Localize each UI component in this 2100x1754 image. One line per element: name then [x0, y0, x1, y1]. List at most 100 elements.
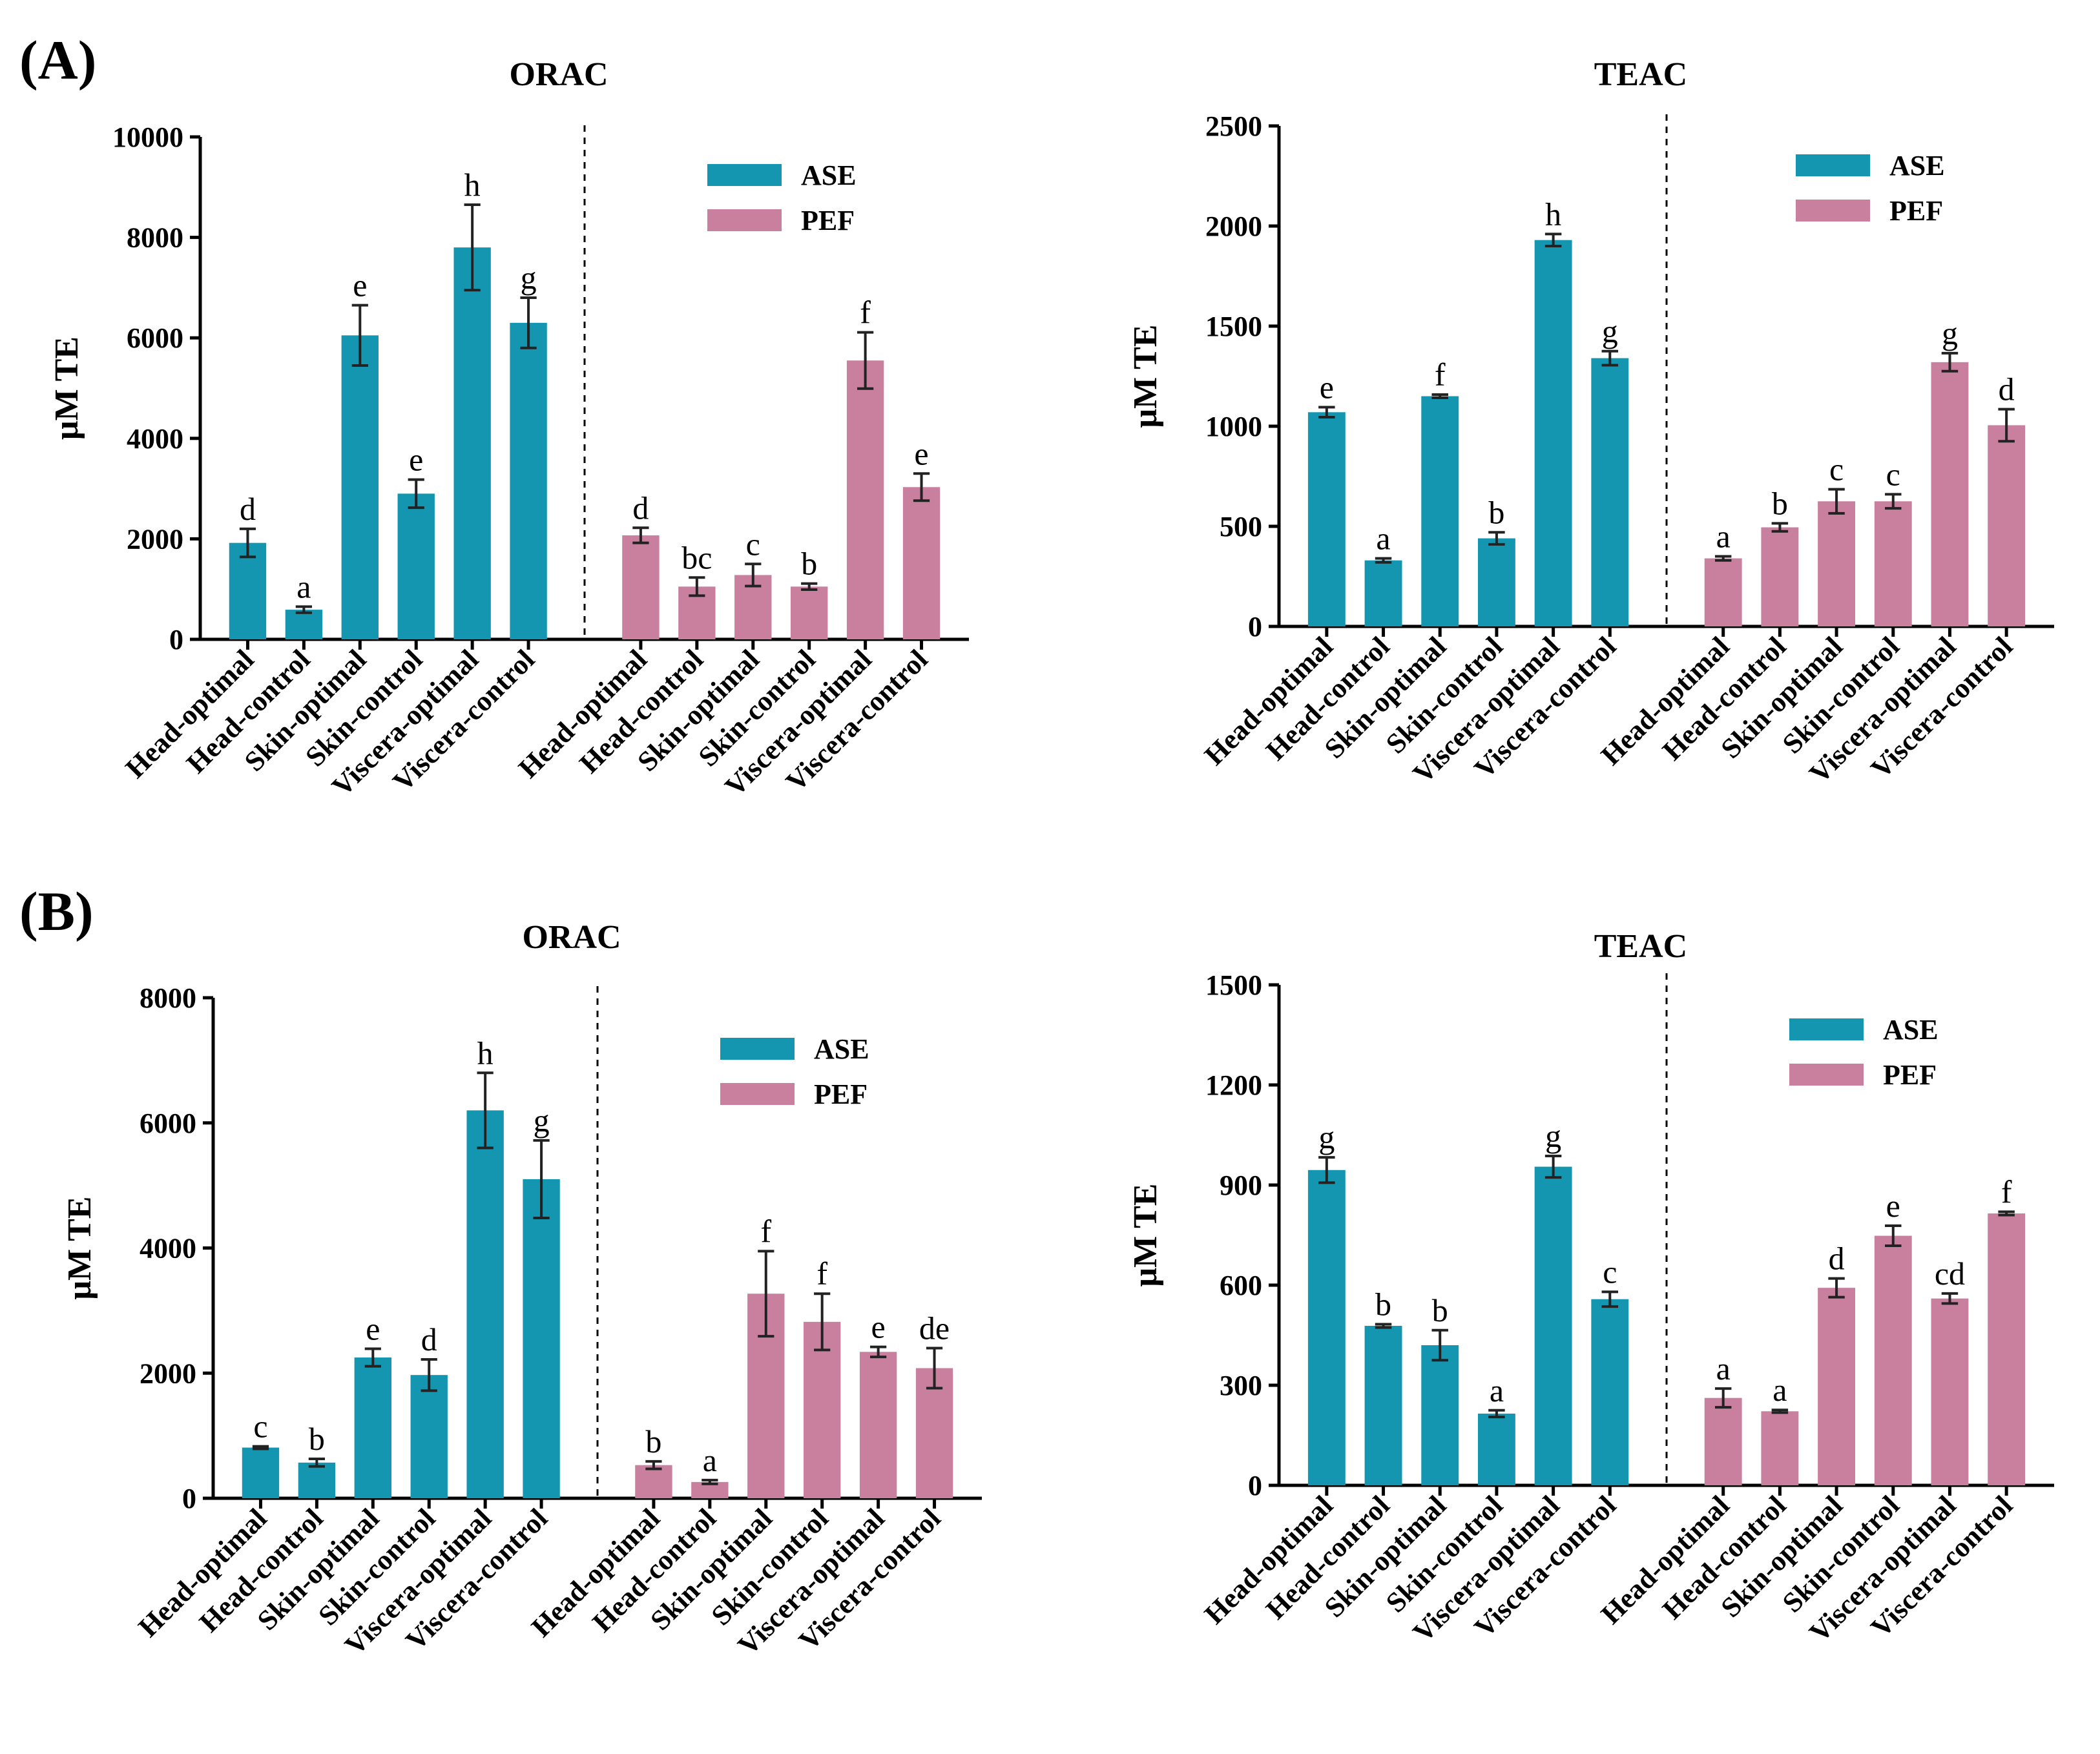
legend-swatch-pef	[1789, 1064, 1864, 1086]
y-tick-label: 300	[1220, 1370, 1262, 1401]
y-tick-label: 6000	[140, 1108, 196, 1139]
significance-letter: b	[1488, 494, 1504, 530]
y-tick-label: 0	[169, 624, 183, 655]
significance-letter: d	[1999, 371, 2015, 408]
bar-ase-skin-control	[1477, 1413, 1515, 1485]
bar-pef-viscera-optimal	[1931, 362, 1969, 626]
legend-label-pef: PEF	[814, 1078, 868, 1110]
bar-pef-head-optimal	[622, 535, 660, 639]
legend-label-pef: PEF	[1883, 1059, 1937, 1091]
bar-ase-head-control	[1364, 560, 1402, 626]
bar-ase-skin-control	[410, 1375, 448, 1498]
bar-ase-skin-optimal	[341, 335, 379, 639]
significance-letter: b	[1772, 485, 1788, 521]
significance-letter: d	[421, 1321, 437, 1357]
panel-label-b: (B)	[19, 880, 94, 942]
chart-title: ORAC	[509, 56, 608, 93]
y-tick-label: 0	[1248, 1470, 1262, 1501]
significance-letter: e	[1320, 369, 1334, 406]
significance-letter: c	[253, 1408, 267, 1445]
significance-letter: e	[1886, 1188, 1900, 1224]
legend-label-pef: PEF	[801, 205, 855, 236]
legend-swatch-pef	[720, 1083, 795, 1105]
y-tick-label: 6000	[127, 322, 183, 354]
significance-letter: c	[1829, 451, 1844, 488]
significance-letter: e	[366, 1310, 380, 1346]
significance-letter: a	[1773, 1372, 1787, 1408]
bar-ase-viscera-control	[510, 322, 547, 639]
bar-ase-viscera-optimal	[466, 1110, 504, 1498]
y-axis-label: μM TE	[1127, 325, 1164, 428]
bar-pef-viscera-optimal	[1931, 1298, 1969, 1485]
bar-ase-viscera-control	[1591, 1299, 1629, 1485]
chart-title: TEAC	[1594, 928, 1687, 965]
y-tick-label: 2000	[1205, 211, 1262, 242]
bar-pef-viscera-optimal	[859, 1352, 897, 1498]
significance-letter: g	[1545, 1118, 1561, 1154]
bar-ase-head-control	[298, 1462, 336, 1498]
significance-letter: g	[1602, 313, 1618, 349]
legend-swatch-pef	[1796, 200, 1870, 222]
significance-letter: e	[409, 442, 423, 478]
bar-pef-head-control	[1761, 1411, 1799, 1485]
significance-letter: e	[871, 1309, 886, 1345]
bar-ase-head-control	[1364, 1326, 1402, 1485]
significance-letter: f	[816, 1255, 827, 1292]
bar-pef-head-optimal	[1704, 558, 1742, 626]
bar-pef-head-optimal	[1704, 1398, 1742, 1485]
significance-letter: b	[1432, 1292, 1448, 1328]
significance-letter: f	[1435, 356, 1446, 393]
bar-ase-skin-control	[397, 493, 435, 639]
significance-letter: a	[1716, 1350, 1731, 1387]
bar-ase-skin-control	[1477, 538, 1515, 626]
significance-letter: a	[1716, 519, 1731, 555]
significance-letter: a	[296, 568, 311, 604]
y-tick-label: 1500	[1205, 311, 1262, 342]
bar-pef-viscera-control	[902, 487, 941, 639]
significance-letter: g	[521, 260, 537, 296]
bar-pef-viscera-control	[915, 1368, 953, 1498]
significance-letter: f	[760, 1213, 771, 1249]
y-tick-label: 4000	[140, 1233, 196, 1264]
legend-label-pef: PEF	[1889, 195, 1943, 227]
y-tick-label: 2000	[127, 523, 183, 555]
bar-pef-skin-control	[1874, 501, 1912, 626]
bar-ase-viscera-control	[523, 1179, 560, 1498]
y-axis-label: μM TE	[1127, 1184, 1164, 1287]
significance-letter: e	[914, 435, 928, 471]
y-axis-label: μM TE	[61, 1197, 98, 1300]
significance-letter: f	[860, 294, 871, 331]
significance-letter: g	[1318, 1119, 1335, 1155]
significance-letter: c	[746, 526, 760, 562]
legend-label-ase: ASE	[1883, 1014, 1939, 1046]
bar-ase-head-optimal	[1307, 412, 1346, 626]
significance-letter: a	[1490, 1372, 1504, 1408]
significance-letter: a	[1376, 521, 1390, 557]
y-axis-label: μM TE	[48, 336, 85, 440]
legend-label-ase: ASE	[814, 1033, 869, 1065]
significance-letter: g	[1942, 315, 1958, 351]
legend-swatch-ase	[1796, 154, 1870, 176]
bar-pef-head-optimal	[635, 1465, 672, 1498]
chart-title: ORAC	[522, 919, 621, 956]
significance-letter: de	[919, 1310, 950, 1346]
significance-letter: b	[645, 1423, 661, 1460]
bar-pef-skin-control	[1874, 1235, 1912, 1485]
bar-pef-skin-optimal	[1818, 1288, 1856, 1485]
significance-letter: b	[309, 1421, 325, 1457]
y-tick-label: 1500	[1205, 969, 1262, 1001]
significance-letter: b	[801, 546, 817, 582]
y-tick-label: 8000	[127, 222, 183, 254]
significance-letter: c	[1603, 1254, 1617, 1290]
legend-swatch-ase	[707, 164, 782, 186]
y-tick-label: 0	[1248, 611, 1262, 643]
y-tick-label: 500	[1220, 511, 1262, 542]
bar-ase-head-optimal	[1307, 1170, 1346, 1485]
significance-letter: d	[1829, 1241, 1845, 1277]
significance-letter: b	[1375, 1286, 1391, 1322]
bar-pef-head-control	[1761, 527, 1799, 626]
y-tick-label: 900	[1220, 1170, 1262, 1201]
